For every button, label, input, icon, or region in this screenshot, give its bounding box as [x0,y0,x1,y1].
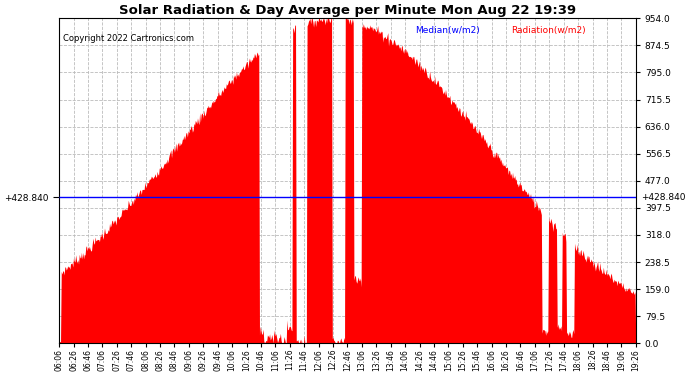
Text: Median(w/m2): Median(w/m2) [415,26,480,35]
Title: Solar Radiation & Day Average per Minute Mon Aug 22 19:39: Solar Radiation & Day Average per Minute… [119,4,576,17]
Text: Radiation(w/m2): Radiation(w/m2) [511,26,586,35]
Text: Copyright 2022 Cartronics.com: Copyright 2022 Cartronics.com [63,34,193,43]
Text: +428.840: +428.840 [641,193,686,202]
